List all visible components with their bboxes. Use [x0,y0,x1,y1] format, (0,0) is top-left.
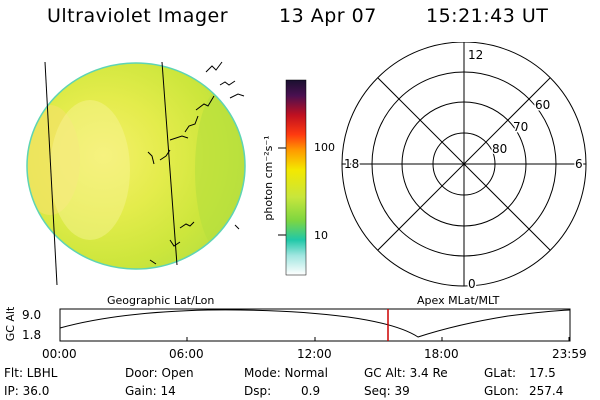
bright-region [50,100,130,240]
svg-text:60: 60 [535,98,550,112]
svg-text:18: 18 [344,157,359,171]
mlt-label-0: 0 [468,277,476,291]
observation-time: 15:21:43 UT [426,5,549,27]
timeline-ytick-1-8: 1.8 [22,328,42,342]
timeline-xtick-1200: 12:00 [297,347,332,361]
timeline-xtick-2359: 23:59 [552,347,587,361]
mlt-label-18: 18 [344,157,359,171]
earth-disk [27,63,245,269]
timeline-xtick-1800: 18:00 [424,347,459,361]
timeline-xtick-0000: 00:00 [42,347,77,361]
timeline-xtick-0600: 06:00 [169,347,204,361]
filter-status: Flt: LBHL [4,366,58,380]
meridian-line-west [44,61,58,286]
colorbar-tick-label-10: 10 [314,229,328,242]
colorbar-unit-label: photon cm⁻²s⁻¹ [264,135,275,220]
coastline-outlines [147,61,245,265]
polar-plot: 12 12 18 18 6 6 0 0 60 60 70 70 80 80 [341,42,587,293]
gain-status: Gain: 14 [125,384,176,398]
glon-value: 257.4 [529,384,564,398]
dim-region [195,90,245,250]
svg-text:6: 6 [575,157,583,171]
gc-altitude-status: GC Alt: 3.4 Re [364,366,448,380]
svg-text:80: 80 [492,142,507,156]
ip-status: IP: 36.0 [4,384,50,398]
mlt-label-6: 6 [575,157,583,171]
timeline-ylabel: GC Alt [4,306,17,341]
mlat-label-60: 60 [535,98,550,112]
svg-text:0: 0 [468,277,476,291]
colorbar-tick-label-100: 100 [314,141,335,154]
polar-diagonal-b [377,77,551,251]
timeline-ylabel-wrap: GC Alt [4,306,17,341]
glat-label: GLat: [484,366,517,380]
colorbar: photon cm⁻²s⁻¹ [264,79,307,276]
altitude-curve [59,309,571,338]
meridian-line-east [161,61,178,266]
uv-earth-image [26,61,246,286]
altitude-timeline [59,308,571,342]
observation-date: 13 Apr 07 [279,5,377,27]
svg-text:12: 12 [468,48,483,62]
dsp-label: Dsp: [244,384,272,398]
colorbar-scale [285,79,307,276]
earth-limb [26,62,246,270]
mlat-label-80: 80 [492,142,507,156]
dsp-value: 0.9 [301,384,321,398]
mode-status: Mode: Normal [244,366,328,380]
mlt-label-12: 12 [468,48,483,62]
timeline-right-caption: Apex MLat/MLT [417,294,500,307]
sequence-status: Seq: 39 [364,384,410,398]
svg-text:70: 70 [513,120,528,134]
door-status: Door: Open [125,366,194,380]
mlat-label-70: 70 [513,120,528,134]
glat-value: 17.5 [529,366,556,380]
glon-label: GLon: [484,384,519,398]
app-title: Ultraviolet Imager [47,5,229,27]
timeline-ytick-9: 9.0 [22,308,42,322]
timeline-left-caption: Geographic Lat/Lon [107,294,215,307]
timeline-xticks [59,337,570,341]
